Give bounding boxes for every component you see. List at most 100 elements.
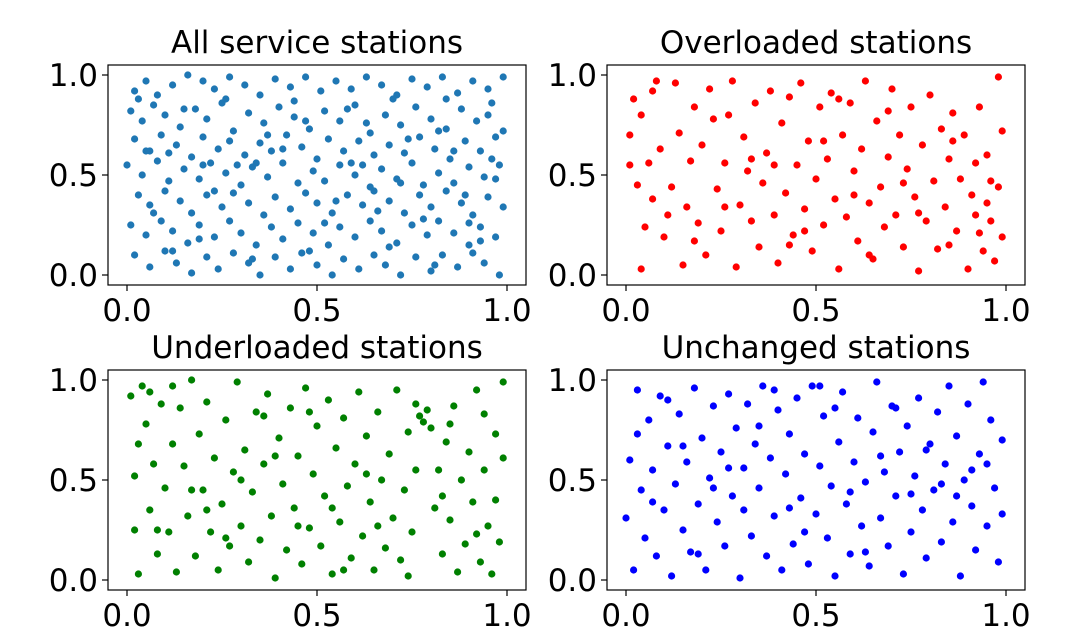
data-point <box>138 117 146 125</box>
data-point <box>313 155 321 163</box>
data-point <box>668 572 676 580</box>
data-point <box>915 209 923 217</box>
data-point <box>328 504 336 512</box>
data-point <box>892 492 900 500</box>
data-point <box>233 378 241 386</box>
data-point <box>968 502 976 510</box>
data-point <box>664 396 672 404</box>
data-point <box>321 219 329 227</box>
y-tick-label: 0.5 <box>548 463 597 499</box>
axis-ticks: 0.0 0.5 1.0 0.0 0.5 1.0 <box>548 363 1031 634</box>
data-point <box>744 167 752 175</box>
data-point <box>184 512 192 520</box>
data-point <box>271 574 279 582</box>
data-point <box>827 89 835 97</box>
data-point <box>968 466 976 474</box>
data-point <box>237 522 245 530</box>
data-point <box>937 538 946 546</box>
data-point <box>134 191 142 199</box>
data-point <box>953 492 961 500</box>
data-point <box>797 79 805 87</box>
data-point <box>465 219 473 227</box>
y-tick-label: 0.0 <box>548 563 597 599</box>
data-point <box>469 249 477 257</box>
data-point <box>294 219 302 227</box>
data-point <box>286 265 294 273</box>
data-point <box>210 187 218 195</box>
data-point <box>747 217 756 225</box>
data-point <box>400 486 408 494</box>
data-point <box>499 203 507 211</box>
data-point <box>975 229 984 237</box>
data-point <box>321 177 329 185</box>
subplot-unchanged: Unchanged stations 0.0 0.5 1.0 0.0 0.5 1… <box>548 330 1031 634</box>
data-point <box>465 241 473 249</box>
data-point <box>774 406 782 414</box>
data-point <box>283 131 291 139</box>
data-point <box>294 452 302 460</box>
data-point <box>450 229 458 237</box>
data-point <box>245 199 253 207</box>
data-point <box>488 99 496 107</box>
data-point <box>438 73 446 81</box>
data-point <box>808 382 816 390</box>
data-point <box>626 131 634 139</box>
data-point <box>983 151 991 159</box>
data-point <box>271 452 279 460</box>
data-point <box>892 211 900 219</box>
data-point <box>884 107 892 115</box>
data-point <box>340 566 348 574</box>
data-point <box>397 179 405 187</box>
data-point <box>271 253 279 261</box>
data-point <box>419 215 427 223</box>
data-point <box>721 203 729 211</box>
data-point <box>214 265 222 273</box>
data-point <box>191 552 199 560</box>
data-point <box>785 430 794 438</box>
data-point <box>435 169 443 177</box>
data-point <box>907 528 915 536</box>
data-point <box>362 432 370 440</box>
data-point <box>709 484 718 492</box>
data-point <box>956 175 965 183</box>
data-point <box>374 408 382 416</box>
data-point <box>298 560 306 568</box>
data-point <box>656 145 664 153</box>
axis-ticks: 0.0 0.5 1.0 0.0 0.5 1.0 <box>49 363 532 634</box>
data-point <box>968 191 976 199</box>
data-point <box>706 85 714 93</box>
data-point <box>709 402 718 410</box>
data-point <box>283 546 291 554</box>
scatter-points <box>622 378 1006 582</box>
data-point <box>492 133 500 141</box>
data-point <box>131 472 139 480</box>
data-point <box>865 251 873 259</box>
data-point <box>725 111 733 119</box>
data-point <box>873 117 881 125</box>
data-point <box>256 536 264 544</box>
data-point <box>131 135 139 143</box>
data-point <box>480 466 488 474</box>
data-point <box>728 77 737 85</box>
data-point <box>987 217 995 225</box>
data-point <box>199 161 207 169</box>
data-point <box>214 566 222 574</box>
data-point <box>150 460 158 468</box>
data-point <box>381 544 389 552</box>
data-point <box>400 209 408 217</box>
y-tick-label: 0.0 <box>49 563 98 599</box>
y-tick-label: 1.0 <box>548 363 597 399</box>
data-point <box>987 177 995 185</box>
data-point <box>195 235 203 243</box>
data-point <box>218 203 226 211</box>
subplot-title: Unchanged stations <box>662 330 971 366</box>
data-point <box>298 249 306 257</box>
data-point <box>404 135 412 143</box>
data-point <box>465 448 473 456</box>
data-point <box>660 506 668 514</box>
data-point <box>290 113 298 121</box>
data-point <box>785 504 794 512</box>
data-point <box>233 161 241 169</box>
data-point <box>492 496 500 504</box>
data-point <box>702 251 710 259</box>
